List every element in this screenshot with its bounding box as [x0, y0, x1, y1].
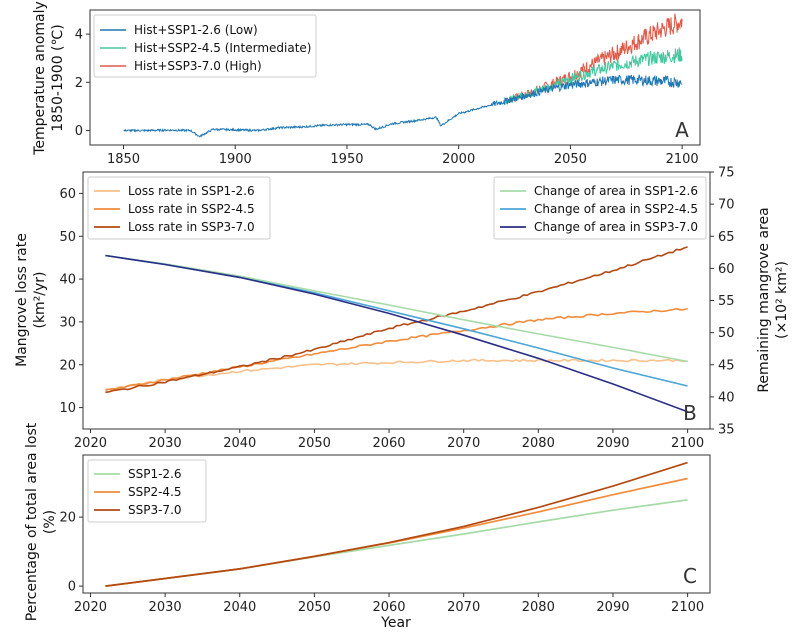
panel-b-y-left-tick-label: 10: [59, 401, 76, 416]
panel-a-y-tick-label: 4: [75, 28, 83, 43]
panel-c-letter: C: [683, 564, 697, 588]
panel-c-x-ticks: 2020 2030 2040 2050 2060 2070 2080 2090 2100: [74, 593, 704, 615]
panel-a-x-tick-label: 1850: [107, 152, 140, 167]
panel-b-y-right-tick-label: 55: [718, 294, 735, 309]
panel-b: 2020 2030 2040 2050 2060 2070 2080 2090 2100 102…: [14, 166, 790, 452]
panel-c-y-tick-label: 20: [59, 511, 76, 526]
panel-b-legend-right-label-1: Change of area in SSP1-2.6: [534, 184, 698, 198]
panel-c-x-tick-label: 2080: [522, 600, 555, 615]
panel-b-legend-right-label-3: Change of area in SSP3-7.0: [534, 220, 698, 234]
panel-b-y-right-tick-label: 60: [718, 262, 735, 277]
panel-b-legend-right: Change of area in SSP1-2.6 Change of are…: [493, 176, 707, 240]
panel-c-x-tick-label: 2090: [596, 600, 629, 615]
panel-b-x-tick-label: 2060: [372, 436, 405, 451]
panel-a-x-tick-label: 2000: [442, 152, 475, 167]
panel-a-letter: A: [675, 118, 689, 142]
panel-c-series-line-3: [105, 461, 688, 587]
panel-c-frame: [82, 454, 711, 594]
panel-b-y-left-tick-label: 50: [59, 230, 76, 245]
panel-b-series: [105, 246, 688, 413]
panel-a-series-line-1: [123, 74, 683, 138]
panel-b-letter: B: [683, 401, 697, 425]
panel-a-x-tick-label: 2050: [554, 152, 587, 167]
panel-c-x-tick-label: 2050: [298, 600, 331, 615]
panel-b-y-left-tick-label: 20: [59, 358, 76, 373]
panel-b-ylabel-left-line1: Mangrove loss rate: [14, 233, 30, 367]
panel-b-y-left-tick-label: 30: [59, 315, 76, 330]
panel-b-legend-right-label-2: Change of area in SSP2-4.5: [534, 202, 698, 216]
panel-c-ylabel-line2: (%): [42, 510, 58, 534]
panel-a-ylabel-line2: 1850-1900 (℃): [50, 24, 66, 131]
panel-b-y-left-tick-label: 40: [59, 273, 76, 288]
panel-c-x-tick-label: 2040: [223, 600, 256, 615]
panel-a-legend-label-1: Hist+SSP1-2.6 (Low): [134, 23, 258, 37]
panel-b-loss-rate-line-ssp245: [105, 307, 688, 391]
panel-c-legend-label-1: SSP1-2.6: [128, 467, 182, 481]
panel-b-area-line-ssp370: [105, 254, 688, 413]
panel-b-y-left-tick-label: 60: [59, 187, 76, 202]
panel-b-x-tick-label: 2040: [223, 436, 256, 451]
panel-a-legend-label-2: Hist+SSP2-4.5 (Intermediate): [134, 41, 312, 55]
panel-c-y-tick-label: 0: [68, 580, 76, 595]
panel-a-frame: [89, 9, 701, 146]
panel-b-x-tick-label: 2080: [522, 436, 555, 451]
panel-b-y-ticks-left: 10 20 30 40 50 60: [59, 187, 83, 416]
panel-b-legend-left-label-2: Loss rate in SSP2-4.5: [128, 202, 255, 216]
panel-b-loss-rate-line-ssp370: [105, 246, 688, 394]
panel-c-ylabel-line1: Percentage of total area lost: [24, 422, 40, 621]
panel-b-y-right-tick-label: 65: [718, 230, 735, 245]
panel-b-y-right-tick-label: 40: [718, 390, 735, 405]
panel-b-legend-left: Loss rate in SSP1-2.6 Loss rate in SSP2-…: [87, 176, 271, 240]
panel-a-ylabel-line1: Temperature anomaly: [32, 1, 48, 156]
panel-c-x-tick-label: 2070: [447, 600, 480, 615]
panel-b-x-tick-label: 2090: [596, 436, 629, 451]
panel-b-y-right-tick-label: 75: [718, 166, 735, 181]
panel-b-legend-right-box: [493, 176, 707, 240]
panel-c-legend-label-2: SSP2-4.5: [128, 485, 182, 499]
panel-b-x-tick-label: 2020: [74, 436, 107, 451]
panel-b-x-tick-label: 2050: [298, 436, 331, 451]
panel-c-x-tick-label: 2020: [74, 600, 107, 615]
panel-b-x-ticks: 2020 2030 2040 2050 2060 2070 2080 2090 2100: [74, 429, 704, 451]
panel-a-y-tick-label: 2: [75, 76, 83, 91]
panel-c-y-ticks: 0 20: [59, 511, 83, 595]
panel-a-legend-box: [93, 14, 317, 78]
panel-c-x-tick-label: 2030: [149, 600, 182, 615]
panel-b-ylabel-left-line2: (km²/yr): [32, 271, 48, 328]
panel-b-y-ticks-right: 35 40 45 50 55 60 65 70 75: [710, 166, 735, 438]
panel-b-loss-rate-line-ssp126: [105, 358, 688, 392]
panel-b-x-tick-label: 2070: [447, 436, 480, 451]
panel-b-x-tick-label: 2100: [671, 436, 704, 451]
panel-a-series: [123, 13, 683, 138]
panel-c-legend-box: [87, 459, 207, 523]
panel-b-legend-left-box: [87, 176, 271, 240]
panel-b-ylabel-right-line2: (×10² km²): [774, 261, 790, 339]
panel-c-xlabel: Year: [380, 615, 411, 631]
panel-a-x-tick-label: 1900: [219, 152, 252, 167]
panel-a-legend-label-3: Hist+SSP3-7.0 (High): [134, 59, 262, 73]
panel-b-y-right-tick-label: 45: [718, 358, 735, 373]
panel-a-x-tick-label: 1950: [330, 152, 363, 167]
panel-b-y-right-tick-label: 50: [718, 326, 735, 341]
panel-b-y-right-tick-label: 35: [718, 423, 735, 438]
panel-b-legend-left-label-3: Loss rate in SSP3-7.0: [128, 220, 255, 234]
panel-c-x-tick-label: 2060: [372, 600, 405, 615]
panel-c-legend: SSP1-2.6 SSP2-4.5 SSP3-7.0: [87, 459, 207, 523]
panel-a-x-ticks: 1850 1900 1950 2000 2050 2100: [107, 145, 699, 167]
panel-b-x-tick-label: 2030: [149, 436, 182, 451]
panel-a-y-tick-label: 0: [75, 124, 83, 139]
panel-a-y-ticks: 0 2 4: [75, 28, 90, 139]
panel-a-x-tick-label: 2100: [666, 152, 699, 167]
panel-b-legend-left-label-1: Loss rate in SSP1-2.6: [128, 184, 255, 198]
panel-b-y-right-tick-label: 70: [718, 198, 735, 213]
panel-c-legend-label-3: SSP3-7.0: [128, 503, 182, 517]
panel-c-series: [105, 461, 688, 587]
panel-c: 2020 2030 2040 2050 2060 2070 2080 2090 2100 020…: [24, 422, 711, 631]
panel-a-legend: Hist+SSP1-2.6 (Low) Hist+SSP2-4.5 (Inter…: [93, 14, 317, 78]
panel-c-x-tick-label: 2100: [671, 600, 704, 615]
panel-b-area-line-ssp126: [105, 254, 688, 363]
panel-b-ylabel-right-line1: Remaining mangrove area: [756, 207, 772, 392]
panel-a: 1850 1900 1950 2000 2050 2100 0 2 4 Temperature…: [32, 1, 701, 167]
